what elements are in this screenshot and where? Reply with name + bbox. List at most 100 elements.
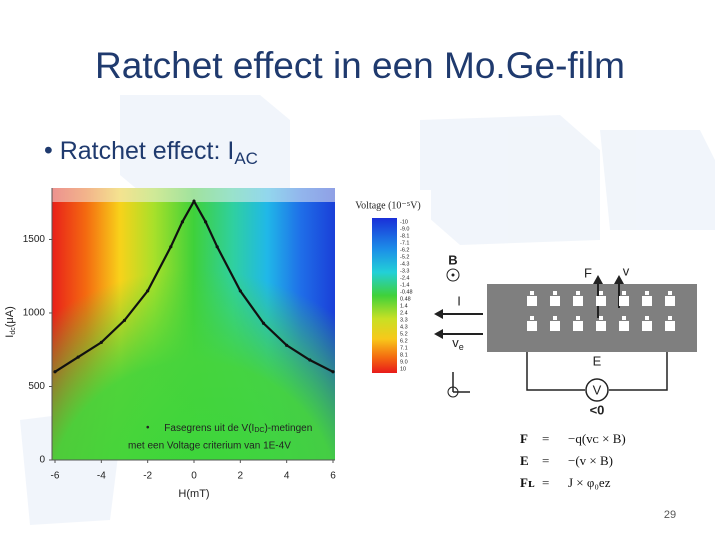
equation-sign: = <box>542 475 549 490</box>
arrow-head <box>593 275 603 284</box>
pinning-site-small <box>668 291 672 295</box>
x-tick-label: 6 <box>330 471 336 482</box>
noise-band <box>52 188 335 202</box>
colorbar-label: -4.3 <box>400 261 409 267</box>
e-label: E <box>593 353 602 368</box>
equation-rhs: −(v × B) <box>568 453 613 468</box>
phase-boundary-point <box>53 370 57 374</box>
pinning-site <box>596 296 606 306</box>
pinning-site-small <box>622 316 626 320</box>
voltmeter-label: V <box>593 382 602 397</box>
f-label: F <box>584 265 592 280</box>
arrow-head <box>614 275 624 284</box>
colorbar-label: 3.3 <box>400 317 408 323</box>
ve-label: ve <box>452 335 464 352</box>
phase-boundary-point <box>76 355 80 359</box>
pinning-site <box>619 296 629 306</box>
pinning-site-small <box>530 291 534 295</box>
pinning-site-small <box>553 316 557 320</box>
y-label-subscript: dc <box>10 327 17 335</box>
pinning-site <box>527 296 537 306</box>
x-tick-label: 0 <box>191 471 197 482</box>
pinning-site <box>596 321 606 331</box>
pinning-site <box>619 321 629 331</box>
phase-boundary-point <box>238 289 242 293</box>
equation-lhs: Fʟ <box>520 475 535 490</box>
pinning-site <box>642 321 652 331</box>
legend-line-1: • Fasegrens uit de V(IDC)-metingen <box>146 423 312 434</box>
pinning-site-small <box>599 316 603 320</box>
colorbar-label: 10 <box>400 366 406 372</box>
phase-boundary-point <box>99 340 103 344</box>
pinning-site-small <box>576 291 580 295</box>
i-label: I <box>457 293 461 308</box>
arrow-head <box>434 329 443 339</box>
vortex-diagram: V <0 B I ve F v E <box>432 245 717 417</box>
slide-title: Ratchet effect in een Mo.Ge-film <box>95 45 625 86</box>
pinning-site-small <box>576 316 580 320</box>
phase-boundary-point <box>146 289 150 293</box>
v-label: v <box>623 263 630 278</box>
pinning-site-small <box>645 291 649 295</box>
pinning-site-small <box>553 291 557 295</box>
phase-boundary-point <box>215 245 219 249</box>
bullet: • Ratchet effect: IAC <box>44 137 258 169</box>
colorbar-label: 0.48 <box>400 296 411 302</box>
legend-prefix: Fasegrens uit de V(I <box>164 423 254 434</box>
equations: F = −q(vᴄ × B) E = −(v × B) Fʟ = J × φ₀ez <box>520 431 626 490</box>
phase-boundary-point <box>331 370 335 374</box>
colorbar-label: -8.1 <box>400 233 409 239</box>
ve-main: v <box>452 335 459 350</box>
colorbar-label: -0.48 <box>400 289 413 295</box>
colorbar-title: Voltage (10⁻⁵V) <box>355 200 421 211</box>
background-decoration <box>20 95 715 525</box>
phase-boundary-point <box>180 220 185 224</box>
colorbar-label: 6.2 <box>400 338 408 344</box>
y-tick-label: 0 <box>39 455 45 466</box>
y-label-main: I <box>4 335 16 338</box>
pinning-site-small <box>599 291 603 295</box>
bg-box <box>600 130 715 230</box>
colorbar-label: 9.0 <box>400 359 408 365</box>
pinning-site <box>665 296 675 306</box>
axes-icon <box>447 386 459 398</box>
y-tick-label: 1500 <box>23 234 46 245</box>
legend-subscript: DC <box>254 427 264 434</box>
page-number: 29 <box>664 509 676 521</box>
x-tick-label: -4 <box>97 471 106 482</box>
legend-suffix: )-metingen <box>264 423 312 434</box>
equation-lhs: E <box>520 453 529 468</box>
pinning-site <box>665 321 675 331</box>
colorbar-scale <box>372 218 397 373</box>
b-field-dot <box>451 273 455 277</box>
colorbar-label: 1.4 <box>400 303 408 309</box>
colorbar-label: 4.3 <box>400 324 408 330</box>
bg-box <box>120 95 290 200</box>
colorbar-label: -3.3 <box>400 268 409 274</box>
voltmeter <box>585 378 609 402</box>
colorbar-label: -5.2 <box>400 254 409 260</box>
pinning-site <box>642 296 652 306</box>
x-tick-label: 2 <box>238 471 244 482</box>
equation-rhs: −q(vᴄ × B) <box>568 431 626 446</box>
contour-plot: H(mT) Idc(μA) • Fasegrens uit de V(IDC)-… <box>4 188 336 500</box>
equation-rhs: J × φ₀ez <box>568 475 611 490</box>
b-field-symbol <box>446 268 460 282</box>
pinning-site-small <box>645 316 649 320</box>
colorbar-label: -9.0 <box>400 226 409 232</box>
colorbar-label: 5.2 <box>400 331 408 337</box>
x-tick-label: 4 <box>284 471 290 482</box>
wire <box>526 352 585 391</box>
phase-boundary-point <box>261 321 266 325</box>
x-axis-label: H(mT) <box>178 488 209 500</box>
bullet-text: Ratchet effect: I <box>60 137 235 165</box>
equation-sign: = <box>542 453 549 468</box>
pinning-site-small <box>530 316 534 320</box>
colorbar-label: 7.1 <box>400 345 408 351</box>
pinning-site-small <box>668 316 672 320</box>
pinning-site <box>550 321 560 331</box>
colorbar-label: 8.1 <box>400 352 408 358</box>
y-axis-label: Idc(μA) <box>4 306 17 337</box>
equation-sign: = <box>542 431 549 446</box>
